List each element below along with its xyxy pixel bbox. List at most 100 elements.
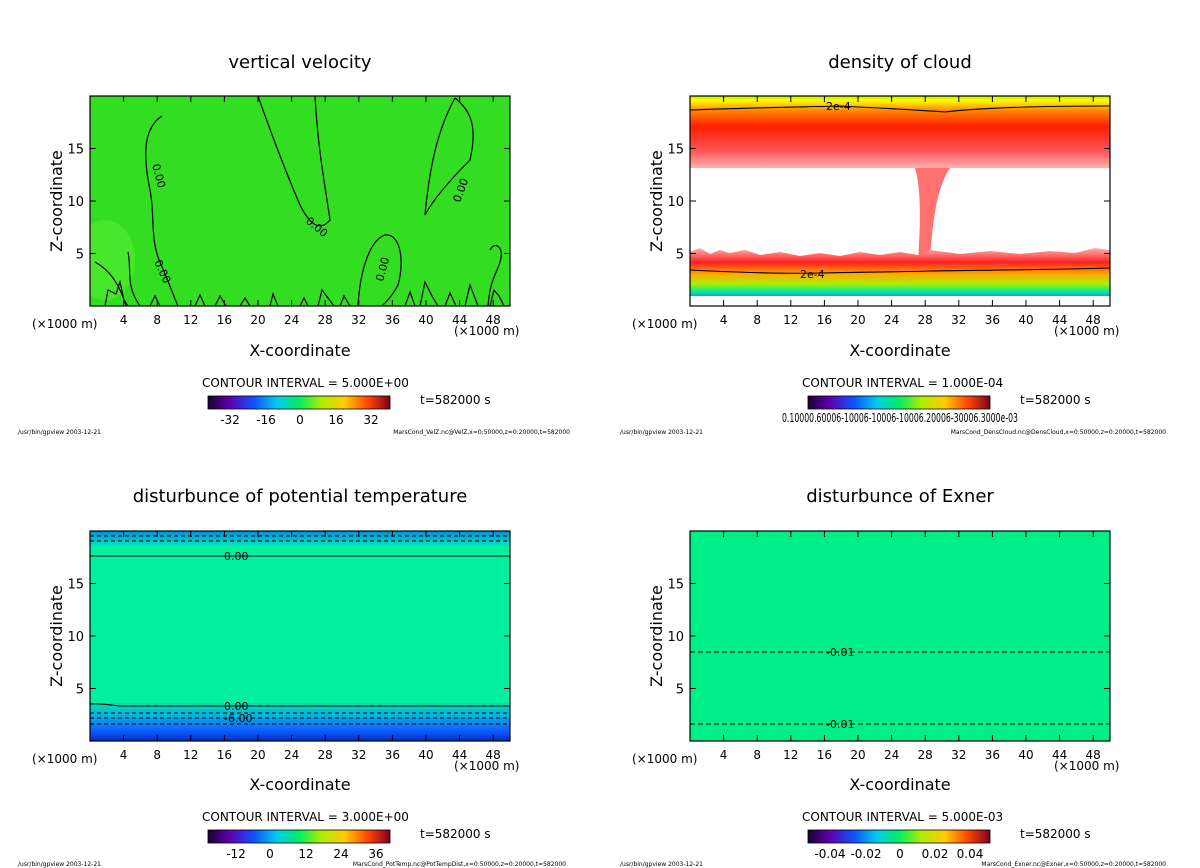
footer-right: MarsCond_DensCloud.nc@DensCloud,x=0:5000… (951, 429, 1166, 436)
y-axis-label: Z-coordinate (647, 150, 666, 252)
y-axis-label: Z-coordinate (47, 150, 66, 252)
panel-vertical-velocity: vertical velocity 0.00 0.00 (18, 52, 570, 436)
colorbar-tick: 0 (896, 847, 904, 861)
colorbar-tick: 32 (363, 413, 378, 427)
panel-potential-temperature: disturbunce of potential temperature 0.0… (18, 486, 566, 868)
colorbar-tick: -0.04 (814, 847, 845, 861)
colorbar-tick: 0.02 (922, 847, 949, 861)
field-highlight (90, 220, 135, 300)
x-tick-label: 36 (385, 748, 400, 762)
contour-labels: -0.01 -0.01 (826, 646, 854, 731)
footer-right: MarsCond_Exner.nc@Exner,x=0:50000,z=0:20… (981, 861, 1166, 868)
x-tick-label: 8 (153, 748, 161, 762)
x-tick-label: 4 (720, 748, 728, 762)
y-tick-label: 10 (67, 630, 84, 645)
colorbar-ticks: -12 0 12 24 36 (226, 847, 383, 861)
colorbar-tick: 12 (298, 847, 313, 861)
field-fill (690, 531, 1110, 741)
y-tick-label: 10 (667, 630, 684, 645)
footer-left: /usr/bin/gpview 2003-12-21 (620, 861, 703, 868)
y-axis-label: Z-coordinate (647, 585, 666, 687)
x-tick-label: 44 (1052, 748, 1067, 762)
x-tick-label: 16 (217, 313, 232, 327)
x-tick-label: 8 (753, 313, 761, 327)
x-axis-label: X-coordinate (249, 341, 350, 360)
contour-lines (94, 96, 505, 306)
contour-label: 0.00 (373, 256, 392, 283)
contour-label: 2e-4 (826, 100, 851, 113)
x-tick-label: 32 (351, 748, 366, 762)
x-tick-label: 4 (120, 748, 128, 762)
low-band (90, 703, 510, 741)
colorbar-ticks: -32 -16 0 16 32 (220, 413, 378, 427)
footer-left: /usr/bin/gpview 2003-12-21 (18, 861, 101, 868)
chart-title: disturbunce of Exner (806, 486, 994, 507)
colorbar-tick: 16 (328, 413, 343, 427)
x-axis-label: X-coordinate (849, 775, 950, 794)
x-tick-label: 24 (284, 313, 299, 327)
colorbar-tick: 0 (296, 413, 304, 427)
x-tick-label: 36 (985, 748, 1000, 762)
y-axis-label: Z-coordinate (47, 585, 66, 687)
x-tick-label: 24 (884, 748, 899, 762)
y-tick-label: 15 (667, 143, 684, 158)
chart-title: vertical velocity (228, 52, 372, 73)
x-axis-unit: (×1000 m) (454, 324, 519, 338)
x-tick-label: 24 (884, 313, 899, 327)
x-tick-label: 36 (985, 313, 1000, 327)
x-tick-label: 20 (250, 313, 265, 327)
x-tick-label: 28 (318, 748, 333, 762)
contour-lines (690, 105, 1110, 274)
x-tick-label: 36 (385, 313, 400, 327)
y-tick-label: 5 (76, 683, 84, 698)
y-tick-label: 15 (667, 578, 684, 593)
x-tick-label: 24 (284, 748, 299, 762)
x-tick-label: 12 (783, 748, 798, 762)
x-tick-label: 12 (783, 313, 798, 327)
time-label: t=582000 s (1020, 827, 1091, 841)
footer-left: /usr/bin/gpview 2003-12-21 (620, 429, 703, 436)
contour-lines (690, 651, 1110, 725)
footer-right: MarsCond_VelZ.nc@VelZ,x=0:50000,z=0:2000… (393, 429, 570, 436)
x-tick-label: 8 (753, 748, 761, 762)
contour-labels: 2e-4 2e-4 (800, 100, 851, 281)
x-ticks: 4 8 12 16 20 24 28 32 36 40 44 48 (720, 531, 1101, 762)
x-tick-label: 4 (120, 313, 128, 327)
x-tick-label: 32 (951, 748, 966, 762)
colorbar (807, 829, 991, 844)
colorbar-tick-text: 0.10000.60006-10006-10006-10006.20006-30… (782, 411, 1018, 425)
contour-interval-label: CONTOUR INTERVAL = 1.000E-04 (802, 376, 1003, 390)
x-tick-label: 20 (850, 313, 865, 327)
x-tick-label: 20 (850, 748, 865, 762)
colorbar-tick: -32 (220, 413, 240, 427)
colorbar-tick: 0.04 (957, 847, 984, 861)
x-tick-label: 16 (217, 748, 232, 762)
top-band (90, 531, 510, 545)
panel-density-of-cloud: density of cloud 2e-4 2e-4 4 8 12 16 20 24 28 3… (620, 52, 1166, 436)
y-tick-label: 5 (76, 248, 84, 263)
x-tick-label: 20 (250, 748, 265, 762)
time-label: t=582000 s (420, 393, 491, 407)
panel-exner: disturbunce of Exner -0.01 -0.01 4 8 12 16 2… (620, 486, 1166, 868)
x-tick-label: 40 (418, 313, 433, 327)
x-tick-label: 12 (183, 313, 198, 327)
contour-label: -6.00 (224, 712, 252, 725)
x-tick-label: 12 (183, 748, 198, 762)
colorbar-ticks: -0.04 -0.02 0 0.02 0.04 (814, 847, 983, 861)
y-tick-label: 10 (67, 195, 84, 210)
y-tick-label: 15 (67, 578, 84, 593)
contour-lines (90, 535, 510, 725)
x-axis-unit: (×1000 m) (632, 752, 697, 766)
chart-title: disturbunce of potential temperature (133, 486, 468, 507)
colorbar-tick: -12 (226, 847, 246, 861)
x-axis-unit: (×1000 m) (1054, 759, 1119, 773)
colorbar-tick: -16 (256, 413, 276, 427)
y-tick-label: 15 (67, 143, 84, 158)
contour-label: -0.01 (826, 646, 854, 659)
contour-interval-label: CONTOUR INTERVAL = 3.000E+00 (202, 810, 409, 824)
surface-band (690, 296, 1110, 306)
colorbar-tick: 36 (368, 847, 383, 861)
y-tick-label: 10 (667, 195, 684, 210)
chart-title: density of cloud (828, 52, 972, 73)
x-tick-label: 32 (351, 313, 366, 327)
